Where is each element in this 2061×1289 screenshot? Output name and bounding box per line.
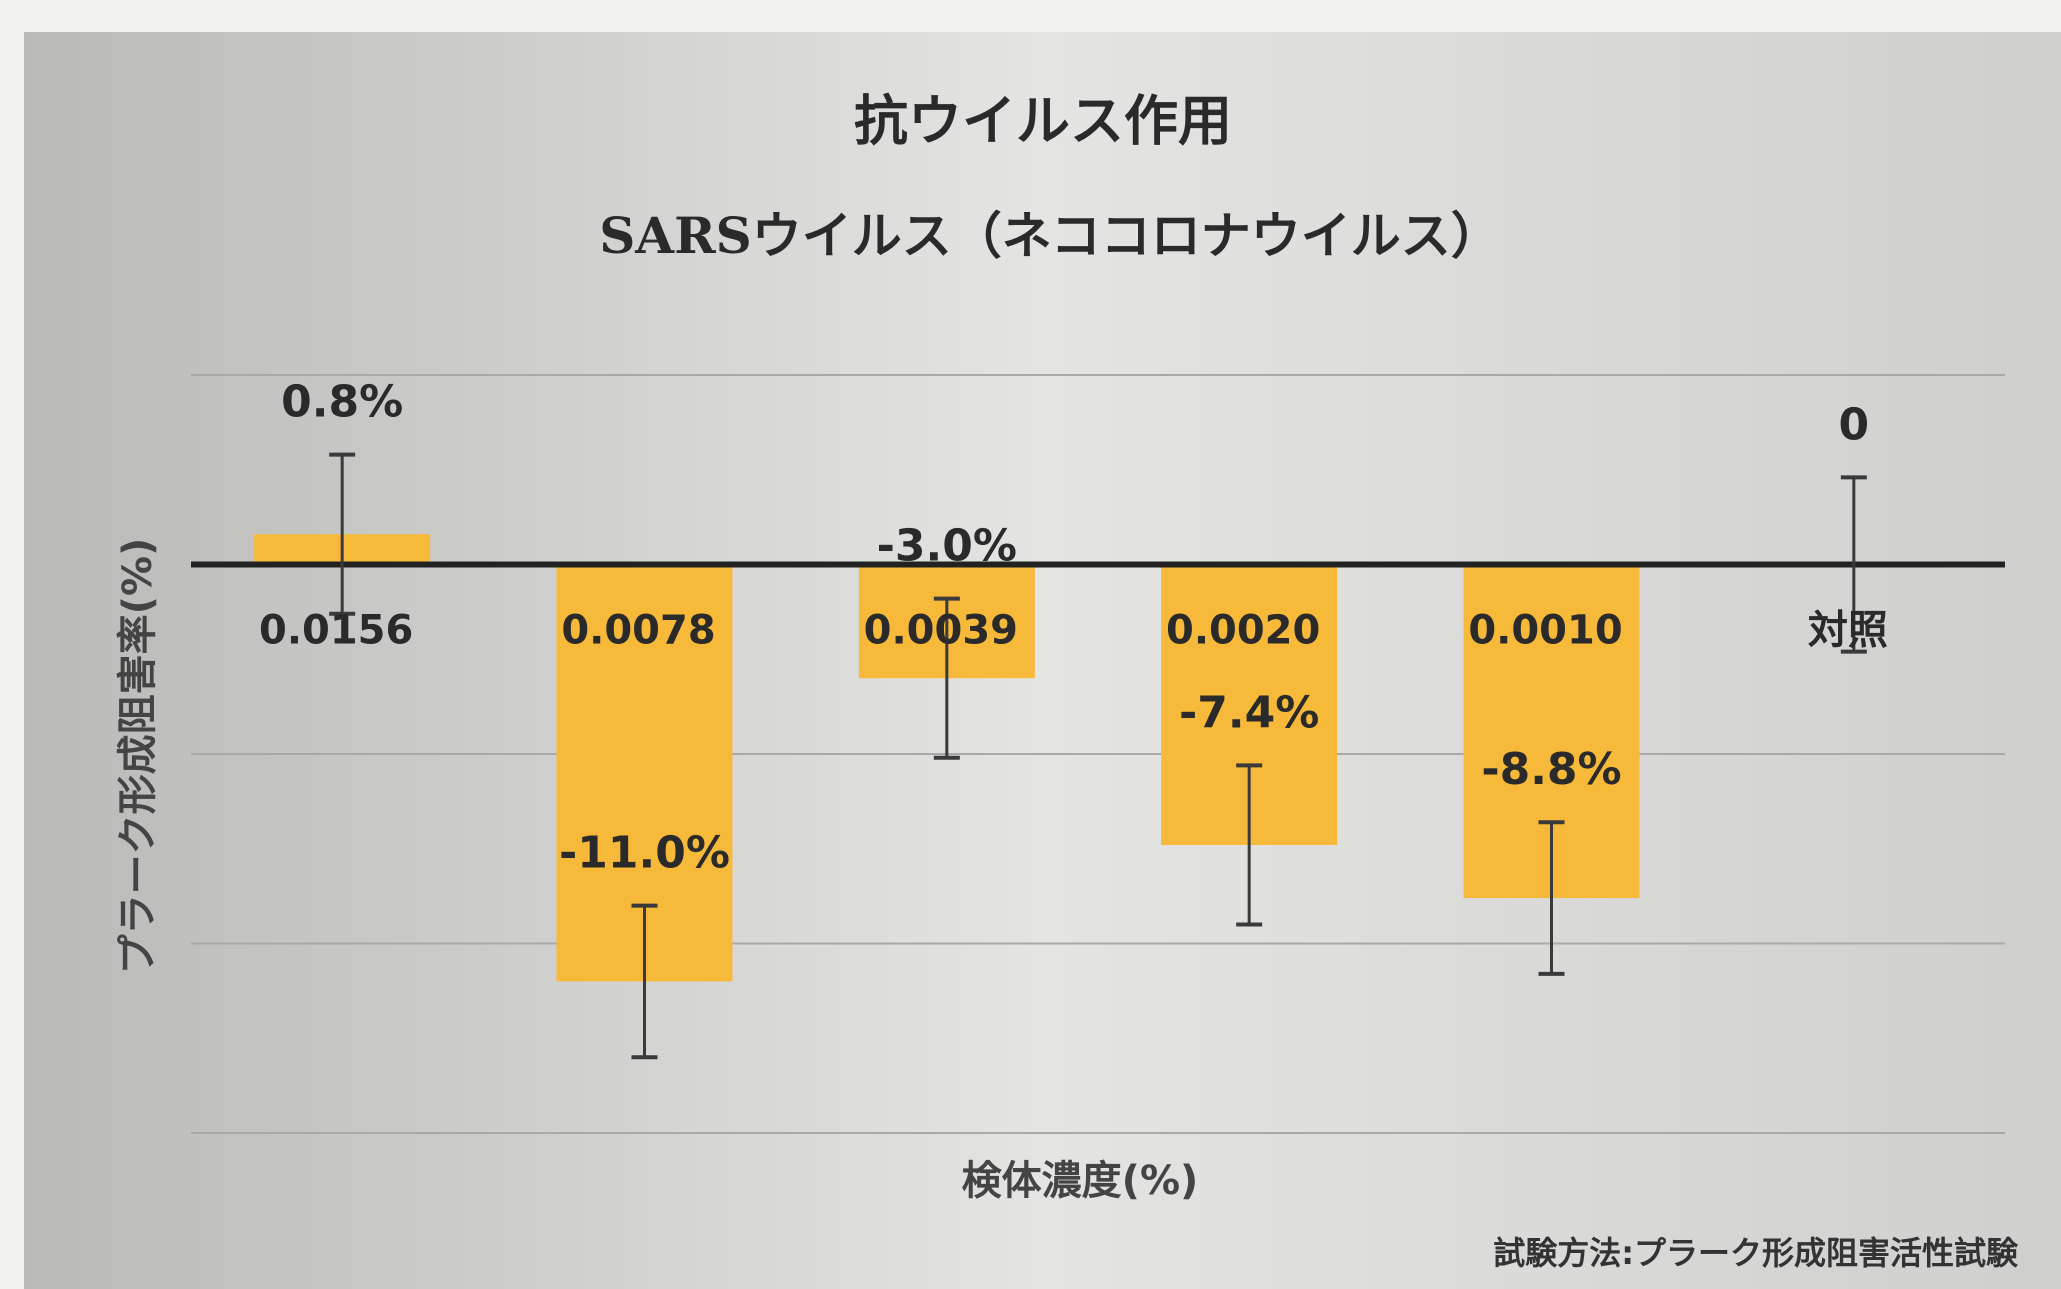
x-tick-label: 0.0010: [1468, 608, 1622, 654]
y-axis-label: プラーク形成阻害率(%): [115, 538, 161, 975]
x-tick-label: 対照: [1808, 608, 1888, 654]
chart-title: 抗ウイルス作用: [854, 90, 1232, 153]
x-tick-label: 0.0039: [864, 608, 1018, 654]
value-label: -7.4%: [1179, 687, 1319, 738]
value-label: -11.0%: [559, 828, 730, 879]
value-label: -3.0%: [877, 521, 1017, 572]
x-tick-label: 0.0156: [259, 608, 413, 654]
value-label: 0: [1839, 399, 1870, 450]
x-axis-label: 検体濃度(%): [962, 1158, 1199, 1204]
note: 試験方法:プラーク形成阻害活性試験: [1493, 1234, 2019, 1272]
value-label: 0.8%: [281, 377, 403, 428]
x-tick-label: 0.0020: [1166, 608, 1320, 654]
chart-panel: [24, 32, 2061, 1289]
value-label: -8.8%: [1481, 744, 1621, 795]
x-tick-label: 0.0078: [561, 608, 715, 654]
chart-subtitle: SARSウイルス（ネココロナウイルス）: [599, 206, 1501, 265]
